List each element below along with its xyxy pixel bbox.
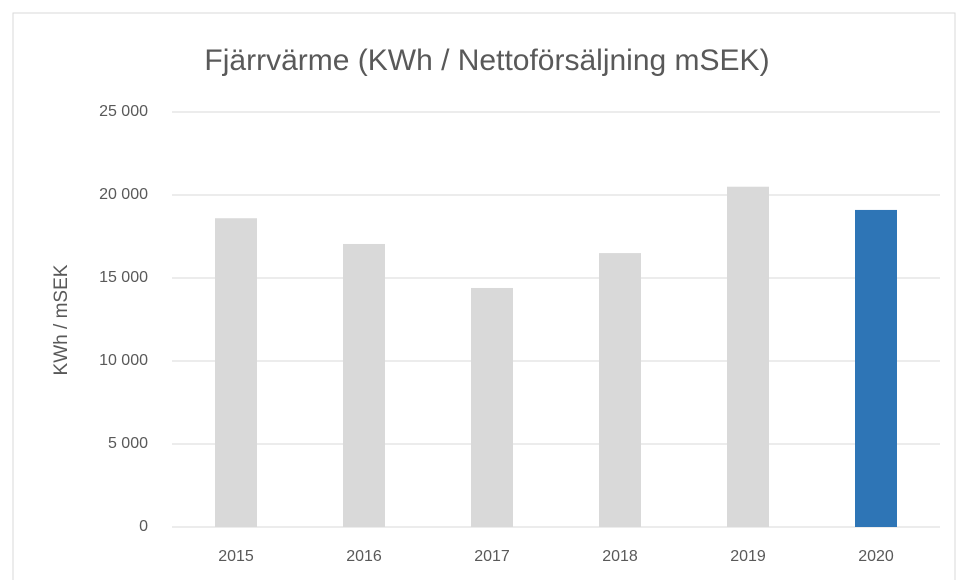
bar [215,218,257,528]
bar [599,253,641,527]
y-tick-label: 10 000 [99,352,148,369]
y-tick-label: 25 000 [99,103,148,120]
x-tick-label: 2016 [346,548,382,565]
x-tick-label: 2019 [730,548,766,565]
y-tick-label: 20 000 [99,186,148,203]
x-tick-label: 2018 [602,548,638,565]
x-tick-label: 2015 [218,548,254,565]
bar [343,243,385,527]
y-tick-label: 15 000 [99,269,148,286]
y-tick-label: 5 000 [108,435,148,452]
y-tick-label: 0 [139,518,148,535]
bar [727,186,769,527]
y-axis-label: KWh / mSEK [51,264,72,375]
chart-title: Fjärrvärme (KWh / Nettoförsäljning mSEK) [204,44,769,77]
bar [855,209,897,527]
x-tick-label: 2017 [474,548,510,565]
x-tick-label: 2020 [858,548,894,565]
bar [471,287,513,527]
